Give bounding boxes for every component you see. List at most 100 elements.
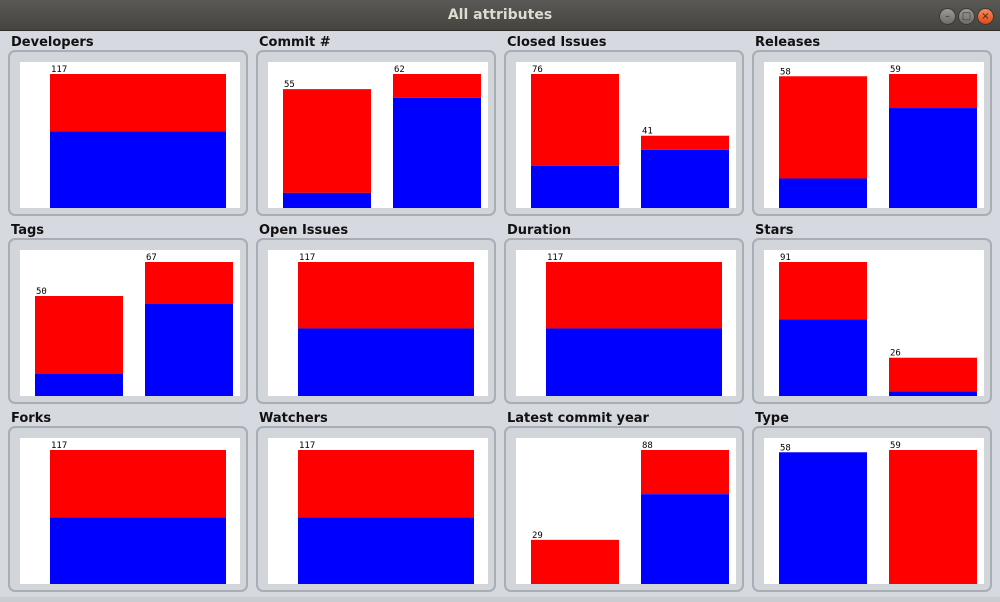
- close-icon[interactable]: ×: [977, 8, 994, 25]
- chart-title: Forks: [11, 411, 52, 426]
- bar-chart: 117: [50, 65, 226, 208]
- chart-frame: 91 26: [752, 238, 992, 404]
- bar-chart: 58 59: [779, 65, 977, 208]
- bar-segment-red: [298, 450, 474, 518]
- chart-panel-duration: Duration 117: [504, 221, 752, 409]
- bar-chart: 55 62: [283, 65, 481, 208]
- chart-plot-area: 117: [516, 250, 736, 396]
- chart-plot-area: 117: [268, 438, 488, 584]
- bar-value-label: 91: [780, 253, 791, 263]
- bar-value-label: 117: [547, 253, 563, 263]
- chart-frame: 117: [8, 426, 248, 592]
- bar-segment-red: [641, 135, 729, 150]
- bar-value-label: 88: [642, 441, 653, 451]
- bar-value-label: 117: [51, 441, 67, 451]
- window-title: All attributes: [447, 7, 553, 23]
- bar-segment-red: [889, 74, 977, 109]
- bar-segment-blue: [641, 149, 729, 208]
- bar-value-label: 58: [780, 443, 791, 453]
- chart-panel-forks: Forks 117: [8, 409, 256, 597]
- bar-segment-blue: [779, 178, 867, 208]
- chart-frame: 117: [256, 426, 496, 592]
- chart-panel-type: Type 58 59: [752, 409, 1000, 597]
- chart-frame: 55 62: [256, 50, 496, 216]
- bar-segment-red: [50, 450, 226, 518]
- chart-title: Releases: [755, 35, 821, 50]
- bar-chart: 117: [298, 441, 474, 584]
- window-bottom-edge: [0, 597, 1000, 602]
- chart-title: Developers: [11, 35, 94, 50]
- chart-frame: 117: [8, 50, 248, 216]
- bar-value-label: 59: [890, 441, 901, 451]
- chart-title: Type: [755, 411, 789, 426]
- chart-panel-latest-commit-year: Latest commit year 29 88: [504, 409, 752, 597]
- window-titlebar[interactable]: All attributes – □ ×: [0, 0, 1000, 31]
- chart-title: Duration: [507, 223, 572, 238]
- bar-value-label: 67: [146, 253, 157, 263]
- bar-value-label: 55: [284, 80, 295, 90]
- bar-segment-red: [298, 262, 474, 329]
- chart-panel-open-issues: Open Issues 117: [256, 221, 504, 409]
- minimize-icon[interactable]: –: [939, 8, 956, 25]
- chart-frame: 50 67: [8, 238, 248, 404]
- bar-segment-red: [531, 74, 619, 166]
- chart-frame: 76 41: [504, 50, 744, 216]
- bar-segment-blue: [889, 108, 977, 208]
- chart-plot-area: 29 88: [516, 438, 736, 584]
- chart-title: Tags: [11, 223, 45, 238]
- chart-frame: 29 88: [504, 426, 744, 592]
- chart-panel-watchers: Watchers 117: [256, 409, 504, 597]
- bar-segment-red: [889, 450, 977, 584]
- chart-plot-area: 91 26: [764, 250, 984, 396]
- maximize-icon[interactable]: □: [958, 8, 975, 25]
- chart-frame: 117: [256, 238, 496, 404]
- bar-value-label: 26: [890, 349, 901, 359]
- bar-segment-red: [50, 74, 226, 132]
- bar-segment-red: [889, 357, 977, 392]
- chart-frame: 117: [504, 238, 744, 404]
- bar-value-label: 59: [890, 65, 901, 75]
- bar-segment-red: [393, 74, 481, 98]
- bar-segment-blue: [531, 165, 619, 208]
- bar-segment-red: [546, 262, 722, 329]
- chart-plot-area: 76 41: [516, 62, 736, 208]
- bar-segment-blue: [393, 97, 481, 208]
- bar-segment-red: [283, 89, 371, 193]
- bar-chart: 117: [50, 441, 226, 584]
- bar-segment-red: [779, 76, 867, 179]
- bar-value-label: 117: [51, 65, 67, 75]
- chart-frame: 58 59: [752, 426, 992, 592]
- chart-title: Open Issues: [259, 223, 349, 238]
- chart-plot-area: 117: [20, 62, 240, 208]
- chart-title: Watchers: [259, 411, 328, 426]
- bar-segment-red: [35, 296, 123, 374]
- bar-value-label: 62: [394, 65, 405, 75]
- bar-chart: 91 26: [779, 253, 977, 396]
- bar-value-label: 41: [642, 127, 653, 137]
- chart-panel-tags: Tags 50 67: [8, 221, 256, 409]
- bar-segment-blue: [50, 131, 226, 208]
- chart-panel-stars: Stars 91 26: [752, 221, 1000, 409]
- bar-segment-red: [145, 262, 233, 304]
- bar-segment-red: [531, 539, 619, 584]
- chart-plot-area: 117: [268, 250, 488, 396]
- bar-segment-blue: [546, 328, 722, 396]
- chart-plot-area: 50 67: [20, 250, 240, 396]
- bar-chart: 29 88: [531, 441, 729, 584]
- bar-segment-red: [641, 450, 729, 495]
- bar-chart: 76 41: [531, 65, 729, 208]
- bar-chart: 117: [546, 253, 722, 396]
- bar-value-label: 117: [299, 441, 315, 451]
- chart-panel-releases: Releases 58 59: [752, 33, 1000, 221]
- bar-segment-blue: [779, 452, 867, 584]
- chart-panel-developers: Developers 117: [8, 33, 256, 221]
- bar-segment-blue: [145, 304, 233, 396]
- chart-title: Latest commit year: [507, 411, 649, 426]
- bar-chart: 58 59: [779, 441, 977, 584]
- chart-panel-commit: Commit # 55 62: [256, 33, 504, 221]
- bar-value-label: 58: [780, 67, 791, 77]
- chart-plot-area: 58 59: [764, 438, 984, 584]
- bar-chart: 50 67: [35, 253, 233, 396]
- bar-segment-blue: [50, 517, 226, 584]
- bar-segment-blue: [889, 391, 977, 396]
